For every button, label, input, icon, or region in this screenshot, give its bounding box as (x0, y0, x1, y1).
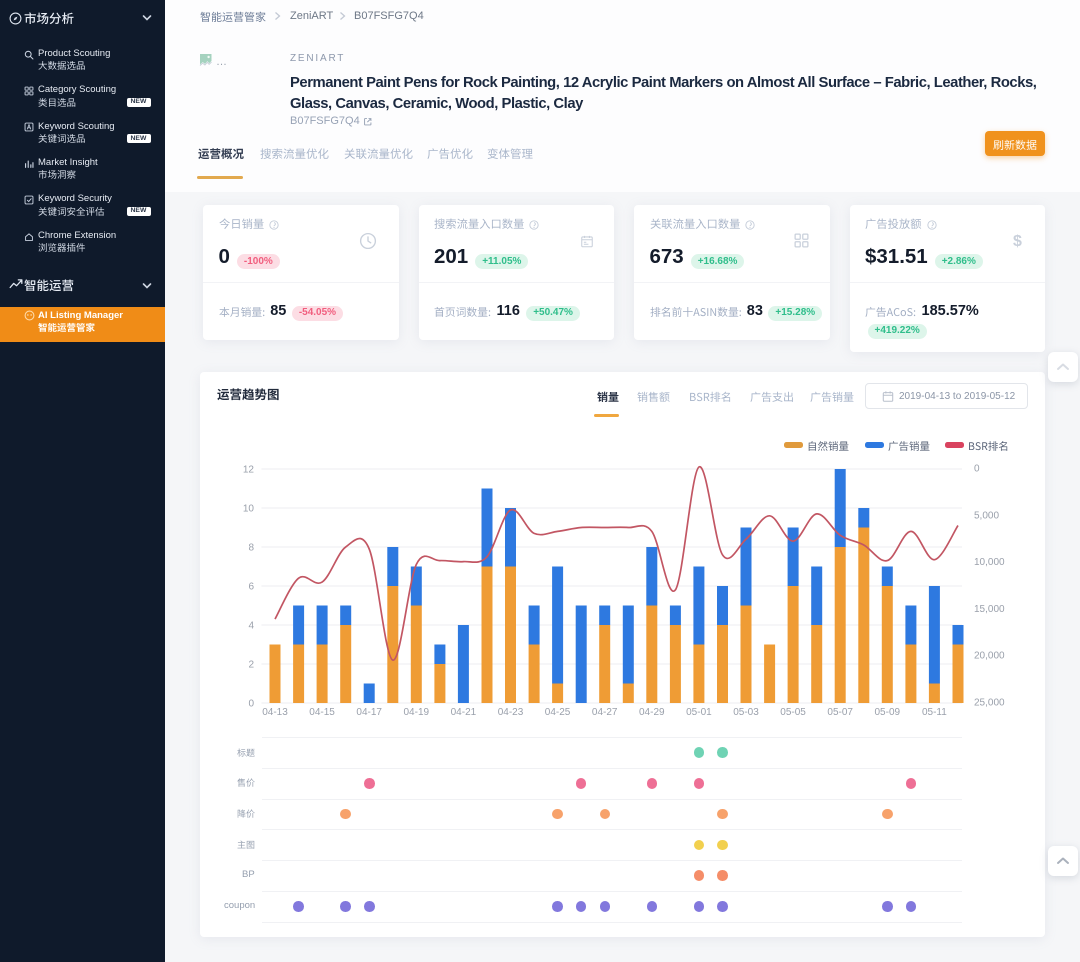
svg-text:05-01: 05-01 (686, 707, 712, 718)
svg-text:04-27: 04-27 (592, 707, 618, 718)
svg-text:0: 0 (974, 464, 980, 475)
svg-text:05-09: 05-09 (875, 707, 901, 718)
svg-text:12: 12 (243, 465, 255, 476)
svg-text:10: 10 (243, 504, 255, 515)
svg-text:04-29: 04-29 (639, 707, 665, 718)
svg-text:15,000: 15,000 (974, 604, 1005, 615)
svg-text:5,000: 5,000 (974, 510, 999, 521)
svg-text:6: 6 (248, 582, 254, 593)
svg-text:4: 4 (248, 621, 254, 632)
svg-text:0: 0 (248, 699, 254, 710)
svg-text:05-05: 05-05 (780, 707, 806, 718)
svg-text:8: 8 (248, 543, 254, 554)
svg-text:05-03: 05-03 (733, 707, 759, 718)
svg-text:04-15: 04-15 (309, 707, 335, 718)
svg-text:20,000: 20,000 (974, 651, 1005, 662)
svg-text:25,000: 25,000 (974, 698, 1005, 709)
svg-text:04-21: 04-21 (451, 707, 477, 718)
svg-text:04-19: 04-19 (404, 707, 430, 718)
svg-text:04-23: 04-23 (498, 707, 524, 718)
svg-text:04-25: 04-25 (545, 707, 571, 718)
svg-text:04-13: 04-13 (262, 707, 288, 718)
svg-text:2: 2 (248, 660, 254, 671)
svg-text:05-07: 05-07 (827, 707, 853, 718)
svg-text:05-11: 05-11 (922, 707, 947, 718)
svg-text:04-17: 04-17 (356, 707, 382, 718)
svg-text:10,000: 10,000 (974, 557, 1005, 568)
